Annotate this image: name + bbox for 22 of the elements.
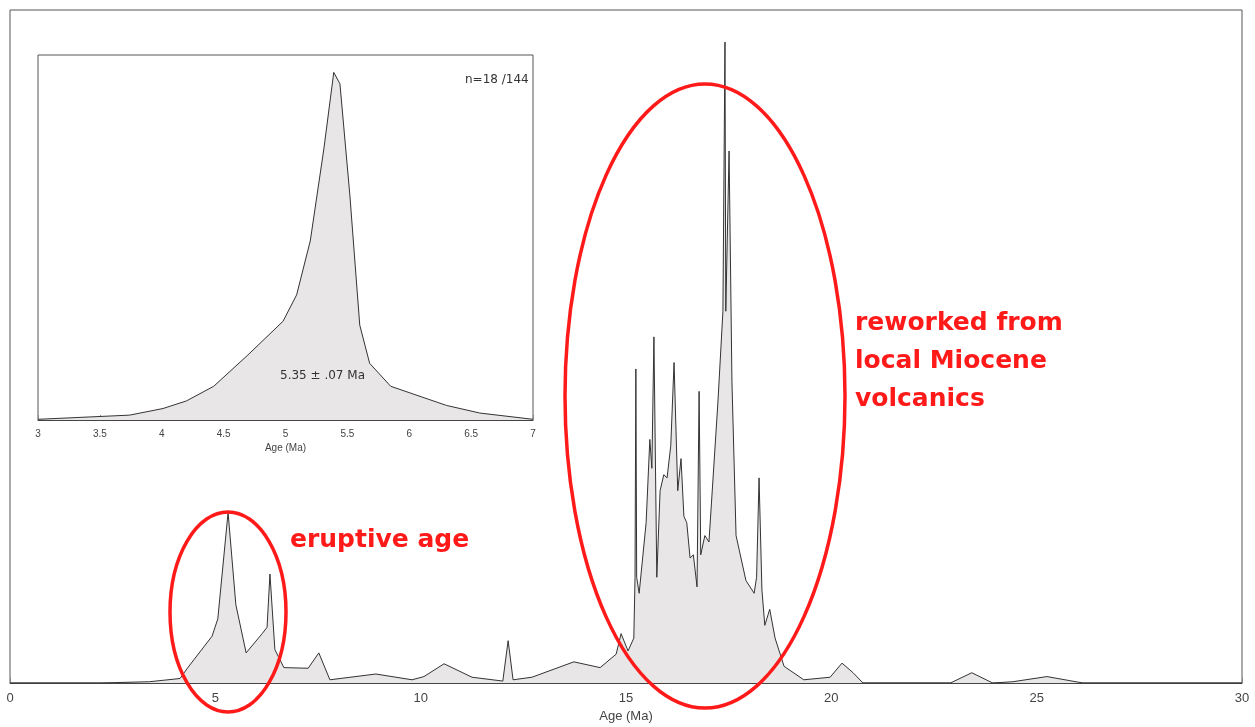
x-axis-title: Age (Ma) (264, 442, 307, 454)
x-tick-label: 4.5 (216, 427, 232, 439)
x-tick-label: 5.5 (340, 427, 355, 439)
x-tick-label: 15 (618, 690, 634, 705)
x-tick-label: 6 (406, 427, 413, 439)
x-tick-label: 0 (6, 690, 14, 705)
x-tick-label: 3 (35, 427, 42, 439)
x-axis-title: Age (Ma) (599, 707, 653, 723)
annotation: n=18 /144 (465, 72, 529, 86)
annotation: 5.35 ± .07 Ma (280, 368, 366, 382)
x-tick-label: 4 (158, 427, 165, 439)
x-tick-label: 5 (282, 427, 289, 439)
annotation: reworked from local Miocene volcanics (855, 306, 1064, 414)
x-tick-label: 25 (1029, 690, 1044, 705)
x-tick-label: 7 (530, 427, 537, 439)
x-tick-label: 30 (1234, 690, 1250, 705)
x-tick-label: 3.5 (92, 427, 108, 439)
x-tick-label: 10 (413, 690, 428, 705)
x-tick-label: 6.5 (464, 427, 479, 439)
x-tick-label: 5 (211, 690, 219, 705)
annotation: eruptive age (290, 523, 471, 555)
x-tick-label: 20 (824, 690, 839, 705)
